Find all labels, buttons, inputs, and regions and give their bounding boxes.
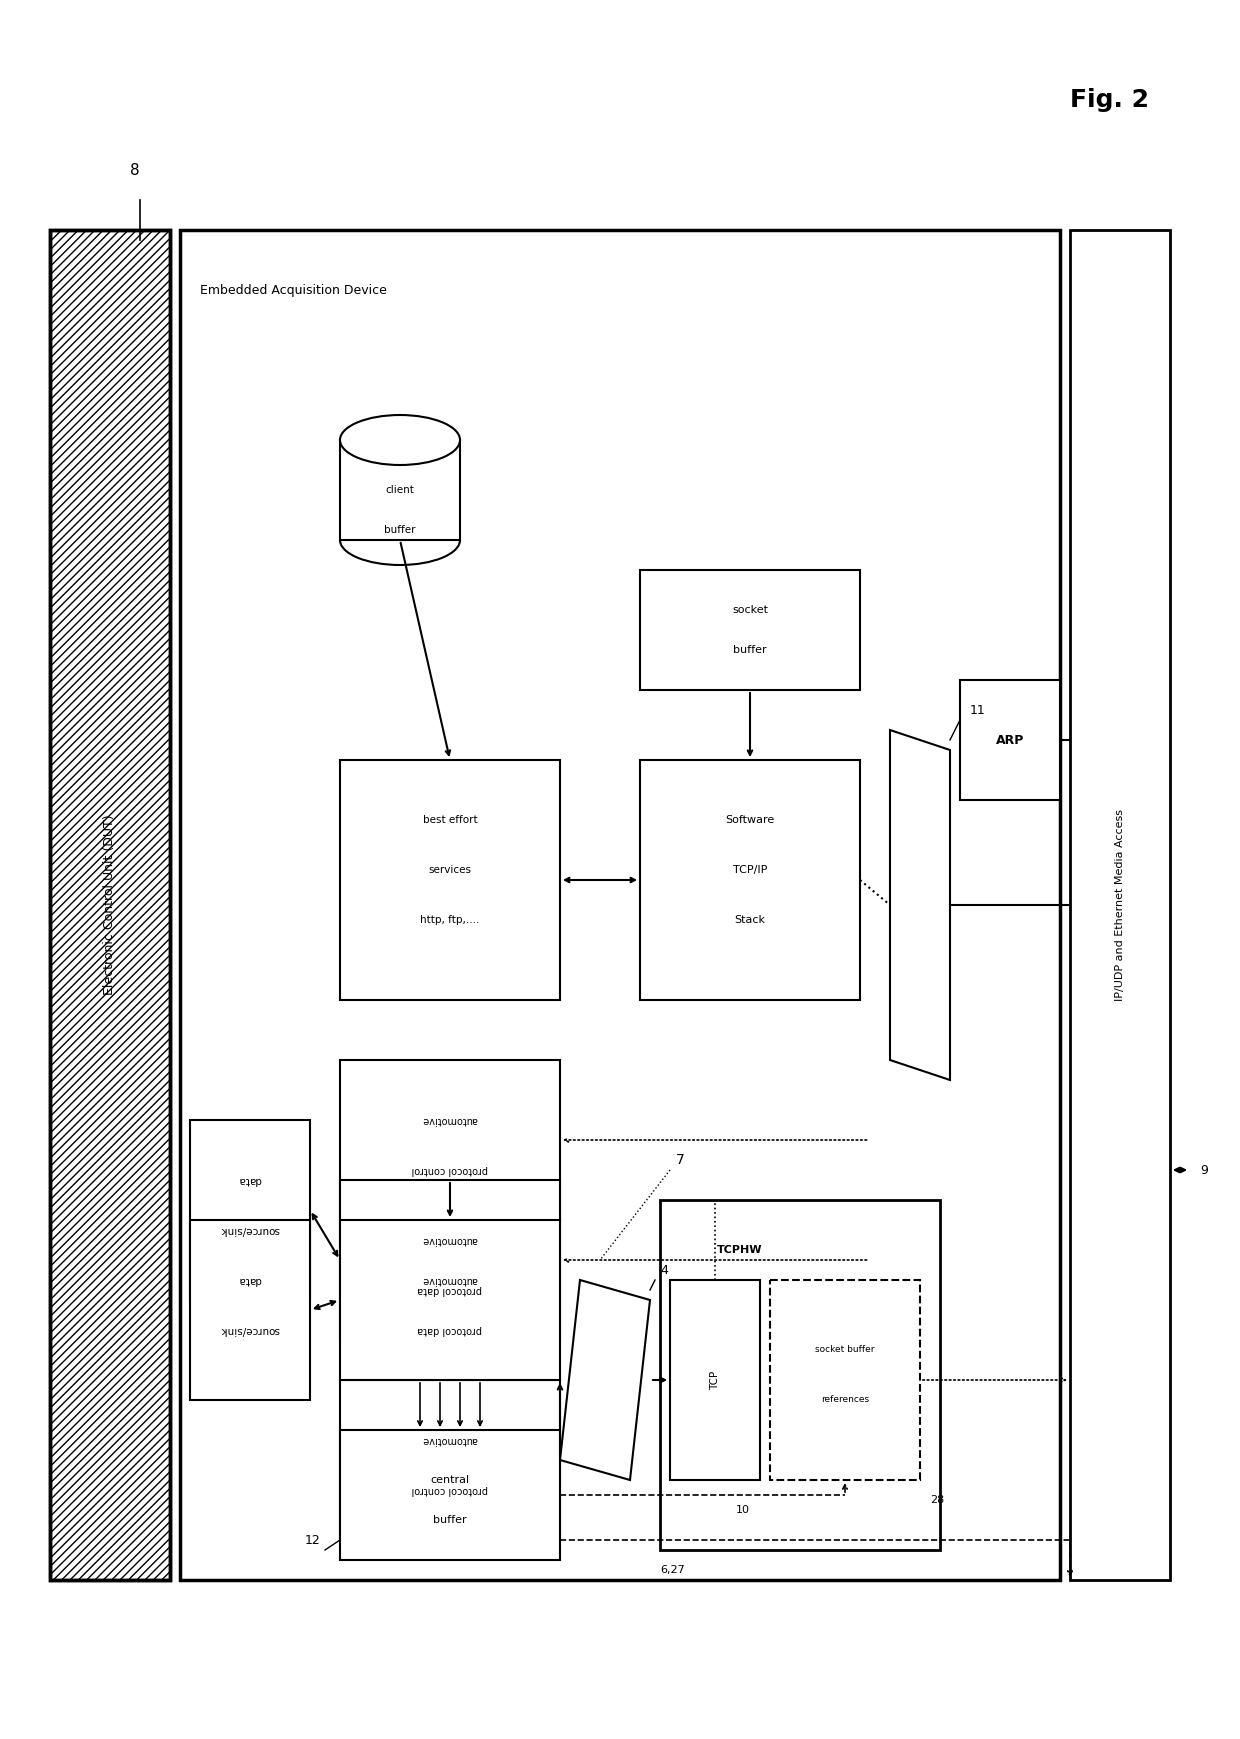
Text: references: references — [821, 1395, 869, 1405]
Polygon shape — [560, 1280, 650, 1480]
Bar — [960, 680, 1060, 800]
Text: socket: socket — [732, 605, 768, 616]
Text: protocol data: protocol data — [418, 1325, 482, 1336]
Bar — [640, 760, 861, 1000]
Bar — [340, 1221, 560, 1381]
Polygon shape — [890, 730, 950, 1080]
Text: buffer: buffer — [733, 645, 766, 656]
Bar — [340, 1181, 560, 1341]
Bar — [180, 230, 1060, 1581]
Text: automotive: automotive — [422, 1275, 477, 1285]
Text: protocol control: protocol control — [412, 1485, 489, 1496]
Bar — [50, 230, 170, 1581]
Text: 11: 11 — [970, 704, 986, 716]
Text: TCP/IP: TCP/IP — [733, 864, 768, 875]
Text: IP/UDP and Ethernet Media Access: IP/UDP and Ethernet Media Access — [1115, 809, 1125, 1002]
Text: automotive: automotive — [422, 1435, 477, 1445]
Text: 6,27: 6,27 — [660, 1565, 684, 1576]
Text: automotive: automotive — [422, 1115, 477, 1125]
Text: 7: 7 — [676, 1153, 684, 1167]
Text: source/sink: source/sink — [221, 1224, 280, 1235]
Text: 28: 28 — [930, 1496, 944, 1504]
Bar — [670, 1280, 760, 1480]
Text: Software: Software — [725, 816, 775, 824]
Text: data: data — [238, 1176, 262, 1184]
Ellipse shape — [340, 416, 460, 464]
Bar — [340, 760, 560, 1000]
Text: buffer: buffer — [433, 1515, 466, 1525]
Text: data: data — [238, 1275, 262, 1285]
Bar — [340, 1061, 560, 1221]
Text: 10: 10 — [737, 1504, 750, 1515]
Text: services: services — [429, 864, 471, 875]
Bar — [340, 440, 460, 541]
Text: Embedded Acquisition Device: Embedded Acquisition Device — [200, 283, 387, 297]
Text: TCP: TCP — [711, 1370, 720, 1389]
Text: Stack: Stack — [734, 915, 765, 925]
Bar — [660, 1200, 940, 1549]
Bar — [1070, 230, 1171, 1581]
Bar — [190, 1120, 310, 1301]
Text: protocol control: protocol control — [412, 1165, 489, 1176]
Text: buffer: buffer — [384, 525, 415, 536]
Bar — [50, 230, 170, 1581]
Text: Electronic Control Unit (DUT): Electronic Control Unit (DUT) — [103, 814, 117, 995]
Text: best effort: best effort — [423, 816, 477, 824]
Text: 8: 8 — [130, 162, 140, 177]
Bar — [190, 1221, 310, 1400]
Text: protocol data: protocol data — [418, 1285, 482, 1296]
Text: socket buffer: socket buffer — [815, 1346, 874, 1355]
Bar — [340, 1381, 560, 1541]
Text: TCPHW: TCPHW — [717, 1245, 763, 1256]
Text: source/sink: source/sink — [221, 1325, 280, 1336]
Text: Fig. 2: Fig. 2 — [1070, 89, 1149, 111]
Text: central: central — [430, 1475, 470, 1485]
Bar — [340, 1429, 560, 1560]
Bar — [640, 570, 861, 690]
Text: 4: 4 — [660, 1264, 668, 1276]
Text: 12: 12 — [304, 1534, 320, 1546]
Text: ARP: ARP — [996, 734, 1024, 746]
Text: client: client — [386, 485, 414, 496]
Text: http, ftp,....: http, ftp,.... — [420, 915, 480, 925]
Bar — [770, 1280, 920, 1480]
Text: 9: 9 — [1200, 1163, 1208, 1177]
Text: automotive: automotive — [422, 1235, 477, 1245]
